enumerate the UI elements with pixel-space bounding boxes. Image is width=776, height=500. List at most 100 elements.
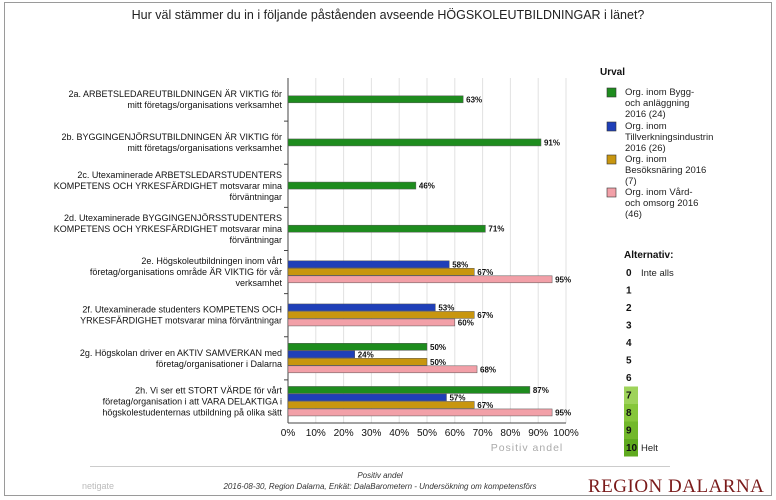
category-label: företag/organisationer i Dalarna	[156, 359, 282, 369]
bar	[287, 311, 475, 319]
legend-entry-label: Org. inom	[625, 121, 667, 132]
legend-entry-label: 2016 (24)	[625, 109, 666, 120]
alternative-number: 1	[626, 286, 632, 297]
category-label: förväntningar	[229, 235, 282, 245]
alternative-number: 2	[626, 303, 632, 314]
alternative-number: 0	[626, 268, 632, 279]
bar-value-label: 67%	[477, 311, 493, 320]
bar-value-label: 71%	[488, 225, 504, 234]
legend-entry-label: Org. inom Vård-	[625, 187, 693, 198]
legend-entry-label: Besöksnäring 2016	[625, 165, 706, 176]
bar-value-label: 53%	[438, 303, 454, 312]
footer-line-2: 2016-08-30, Region Dalarna, Enkät: DalaB…	[223, 482, 537, 491]
bar-value-label: 91%	[544, 138, 560, 147]
category-label: 2b. BYGGINGENJÖRSUTBILDNINGEN ÄR VIKTIG …	[61, 132, 282, 142]
bar	[287, 268, 475, 276]
bar-value-label: 67%	[477, 268, 493, 277]
bar	[287, 275, 553, 284]
bar	[287, 365, 478, 374]
region-dalarna-logo: REGION DALARNA	[588, 476, 765, 497]
alternative-number: 6	[626, 373, 632, 384]
bar	[287, 408, 553, 417]
bar	[287, 350, 355, 359]
category-label: högskolestudenternas utbildning på olika…	[102, 407, 282, 417]
alternative-number: 3	[626, 321, 632, 332]
bar-value-label: 50%	[430, 358, 446, 367]
category-label: 2e. Högskoleutbildningen inom vårt	[141, 256, 282, 266]
category-label: 2a. ARBETSLEDAREUTBILDNINGEN ÄR VIKTIG f…	[68, 89, 282, 99]
category-label: företag/organisations område ÄR VIKTIG f…	[90, 267, 282, 277]
category-label: mitt företags/organisations verksamhet	[127, 143, 282, 153]
category-label: 2h. Vi ser ett STORT VÄRDE för vårt	[135, 385, 282, 395]
bar	[287, 343, 428, 351]
legend-swatch	[606, 187, 617, 198]
legend-entry-label: Tillverkningsindustrin	[625, 132, 713, 143]
x-tick-label: 20%	[334, 428, 354, 439]
bar	[287, 303, 436, 312]
x-tick-label: 90%	[528, 428, 548, 439]
alternative-color-swatch	[624, 404, 638, 422]
legend-swatch	[606, 121, 617, 132]
bar-value-label: 87%	[533, 386, 549, 395]
bar-value-label: 60%	[458, 318, 474, 327]
legend-entry-label: (46)	[625, 209, 642, 220]
alternatives-title: Alternativ:	[624, 250, 673, 261]
alternative-text: Inte alls	[641, 268, 674, 279]
bar	[287, 318, 456, 327]
bar-value-label: 68%	[480, 365, 496, 374]
alternative-number: 10	[626, 443, 638, 454]
category-label: förväntningar	[229, 192, 282, 202]
footer-separator	[90, 466, 670, 467]
category-label: 2d. Utexaminerade BYGGINGENJÖRSSTUDENTER…	[64, 213, 282, 223]
x-tick-label: 10%	[306, 428, 326, 439]
category-label: 2g. Högskolan driver en AKTIV SAMVERKAN …	[80, 348, 282, 358]
alternative-number: 7	[626, 391, 632, 402]
category-label: 2c. Utexaminerade ARBETSLEDARSTUDENTERS	[77, 170, 282, 180]
category-label: företag/organisation i att VARA DELAKTIG…	[103, 396, 282, 406]
x-tick-label: 70%	[473, 428, 493, 439]
category-label: KOMPETENS OCH YRKESFÄRDIGHET motsvarar m…	[54, 224, 282, 234]
x-tick-label: 100%	[553, 428, 579, 439]
bar	[287, 224, 486, 233]
bar	[287, 181, 417, 190]
bar-value-label: 24%	[358, 350, 374, 359]
legend-entry-label: och omsorg 2016	[625, 198, 698, 209]
bar-value-label: 46%	[419, 182, 435, 191]
bar	[287, 401, 475, 409]
alternative-number: 9	[626, 426, 632, 437]
x-tick-label: 0%	[281, 428, 296, 439]
legend-title: Urval	[600, 67, 625, 78]
footer-line-1: Positiv andel	[357, 471, 403, 480]
bar	[287, 386, 531, 394]
bar	[287, 358, 428, 366]
bar-value-label: 63%	[466, 95, 482, 104]
bar-value-label: 95%	[555, 275, 571, 284]
alternative-color-swatch	[624, 439, 638, 457]
alternative-number: 4	[626, 338, 632, 349]
bar-value-label: 57%	[449, 393, 465, 402]
chart-title: Hur väl stämmer du in i följande påståen…	[131, 8, 645, 22]
bar-value-label: 67%	[477, 401, 493, 410]
netigate-logo: netigate	[82, 481, 115, 491]
category-label: YRKESFÄRDIGHET motsvarar mina förväntnin…	[80, 316, 282, 326]
x-tick-label: 40%	[389, 428, 409, 439]
bar-value-label: 50%	[430, 343, 446, 352]
legend-entry-label: och anläggning	[625, 98, 689, 109]
bar	[287, 138, 542, 147]
legend-entry-label: (7)	[625, 176, 637, 187]
alternative-text: Helt	[641, 443, 658, 454]
legend-swatch	[606, 87, 617, 98]
category-label: 2f. Utexaminerade studenters KOMPETENS O…	[82, 305, 282, 315]
alternative-color-swatch	[624, 386, 638, 404]
alternative-number: 5	[626, 356, 632, 367]
bar-value-label: 58%	[452, 260, 468, 269]
x-tick-label: 80%	[500, 428, 520, 439]
legend-entry-label: Org. inom	[625, 154, 667, 165]
category-label: mitt företags/organisations verksamhet	[127, 100, 282, 110]
alternative-number: 8	[626, 408, 632, 419]
legend-entry-label: Org. inom Bygg-	[625, 87, 694, 98]
bar	[287, 260, 450, 269]
x-axis-title: Positiv andel	[491, 442, 564, 454]
legend-swatch	[606, 154, 617, 165]
